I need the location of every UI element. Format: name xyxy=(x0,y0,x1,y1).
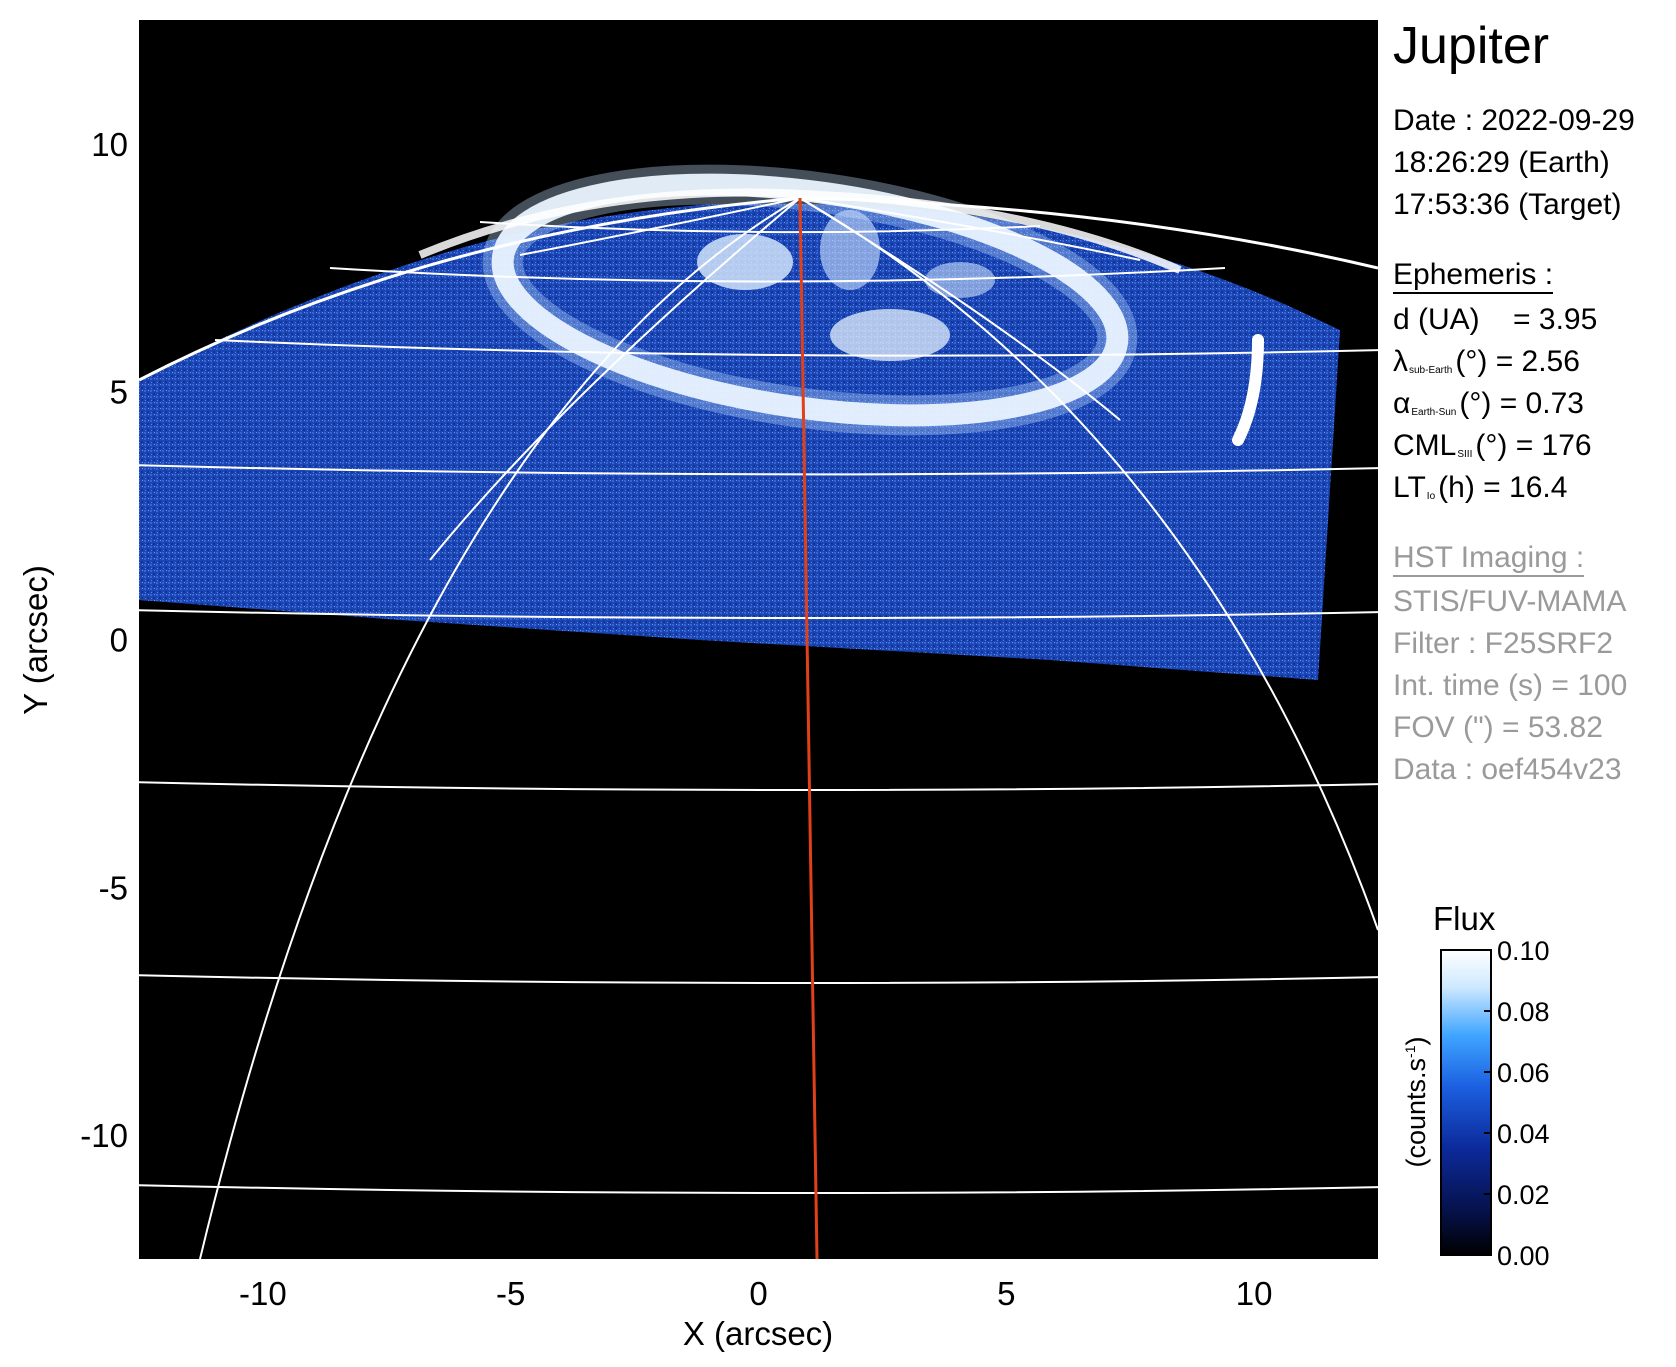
colorbar-tick-label: 0.00 xyxy=(1497,1241,1550,1271)
lt-unit: (h) xyxy=(1438,471,1475,504)
colorbar-ticks: 0.10 0.08 0.06 0.04 0.02 0.00 xyxy=(1484,936,1550,1271)
lt-sub: Io xyxy=(1426,491,1436,502)
lt-value: = 16.4 xyxy=(1483,471,1568,504)
plot-area xyxy=(139,20,1378,1259)
hst-int-time: Int. time (s) = 100 xyxy=(1393,669,1628,702)
planet-title: Jupiter xyxy=(1393,17,1550,75)
lambda-sub: sub-Earth xyxy=(1409,365,1453,376)
polar-emission-2 xyxy=(830,309,950,361)
cml-unit: (°) xyxy=(1475,429,1508,462)
colorbar-label-text: (counts.s xyxy=(1401,1058,1431,1168)
aurora-outer-ring xyxy=(418,188,1182,274)
colorbar-tick-label: 0.08 xyxy=(1497,997,1550,1027)
colorbar-tick-label: 0.10 xyxy=(1497,936,1550,966)
colorbar-tick-label: 0.04 xyxy=(1497,1119,1550,1149)
alpha-value: = 0.73 xyxy=(1499,387,1584,420)
x-tick-label: 5 xyxy=(997,1275,1015,1312)
ephemeris-lambda: λsub-Earth (°) = 2.56 xyxy=(1393,345,1580,379)
polar-emission-1 xyxy=(697,234,793,290)
x-tick-label: 10 xyxy=(1236,1275,1273,1312)
polar-emission-3 xyxy=(820,210,880,290)
distance-label: d (UA) xyxy=(1393,303,1480,336)
y-tick-labels: 10 5 0 -5 -10 xyxy=(80,126,128,1154)
x-axis-label: X (arcsec) xyxy=(683,1315,833,1352)
colorbar-tick-label: 0.06 xyxy=(1497,1058,1550,1088)
distance-value: = 3.95 xyxy=(1513,303,1598,336)
y-tick-label: 0 xyxy=(110,622,128,659)
lambda-value: = 2.56 xyxy=(1495,345,1580,378)
target-time: 17:53:36 (Target) xyxy=(1393,188,1622,221)
colorbar-gradient xyxy=(1440,949,1492,1256)
alpha-sub: Earth-Sun xyxy=(1411,407,1457,418)
hst-fov: FOV (") = 53.82 xyxy=(1393,711,1603,744)
hst-instrument: STIS/FUV-MAMA xyxy=(1393,585,1627,618)
y-tick-label: 10 xyxy=(91,126,128,163)
lt-symbol: LT xyxy=(1393,471,1426,504)
ephemeris-alpha: αEarth-Sun (°) = 0.73 xyxy=(1393,387,1584,421)
colorbar-label-sup: -1 xyxy=(1402,1045,1418,1058)
date-line: Date : 2022-09-29 xyxy=(1393,104,1635,137)
hst-heading: HST Imaging : xyxy=(1393,541,1585,577)
colorbar: 0.10 0.08 0.06 0.04 0.02 0.00 (counts.s-1) xyxy=(1401,936,1550,1271)
hst-data: Data : oef454v23 xyxy=(1393,753,1622,786)
colorbar-title: Flux xyxy=(1433,900,1496,937)
colorbar-label: (counts.s-1) xyxy=(1401,1037,1431,1168)
observed-swath-tint xyxy=(139,203,1340,681)
lambda-symbol: λ xyxy=(1393,345,1408,378)
central-meridian xyxy=(798,197,819,1259)
alpha-unit: (°) xyxy=(1459,387,1492,420)
cml-symbol: CML xyxy=(1393,429,1457,462)
x-tick-label: 0 xyxy=(749,1275,767,1312)
ephemeris-lt: LTIo (h) = 16.4 xyxy=(1393,471,1567,505)
info-panel: Jupiter Date : 2022-09-29 18:26:29 (Eart… xyxy=(1393,0,1676,900)
ephemeris-cml: CMLSIII (°) = 176 xyxy=(1393,429,1592,463)
ephemeris-heading: Ephemeris : xyxy=(1393,258,1554,294)
cml-sub: SIII xyxy=(1457,449,1473,460)
earth-time: 18:26:29 (Earth) xyxy=(1393,146,1610,179)
y-tick-label: -5 xyxy=(99,869,128,906)
cml-value: = 176 xyxy=(1515,429,1592,462)
ephemeris-distance: d (UA) = 3.95 xyxy=(1393,303,1597,337)
hst-filter: Filter : F25SRF2 xyxy=(1393,627,1614,660)
sky-mask xyxy=(139,20,1378,380)
lambda-unit: (°) xyxy=(1455,345,1488,378)
colorbar-tick-label: 0.02 xyxy=(1497,1180,1550,1210)
x-tick-label: -5 xyxy=(496,1275,525,1312)
x-tick-labels: -10 -5 0 5 10 xyxy=(239,1275,1272,1312)
y-tick-label: 5 xyxy=(110,374,128,411)
colorbar-label-end: ) xyxy=(1401,1037,1431,1046)
x-tick-label: -10 xyxy=(239,1275,287,1312)
y-tick-label: -10 xyxy=(80,1117,128,1154)
alpha-symbol: α xyxy=(1393,387,1411,420)
longitude-grid xyxy=(199,197,1378,1259)
y-axis-label: Y (arcsec) xyxy=(17,565,54,715)
observed-swath xyxy=(139,203,1340,681)
